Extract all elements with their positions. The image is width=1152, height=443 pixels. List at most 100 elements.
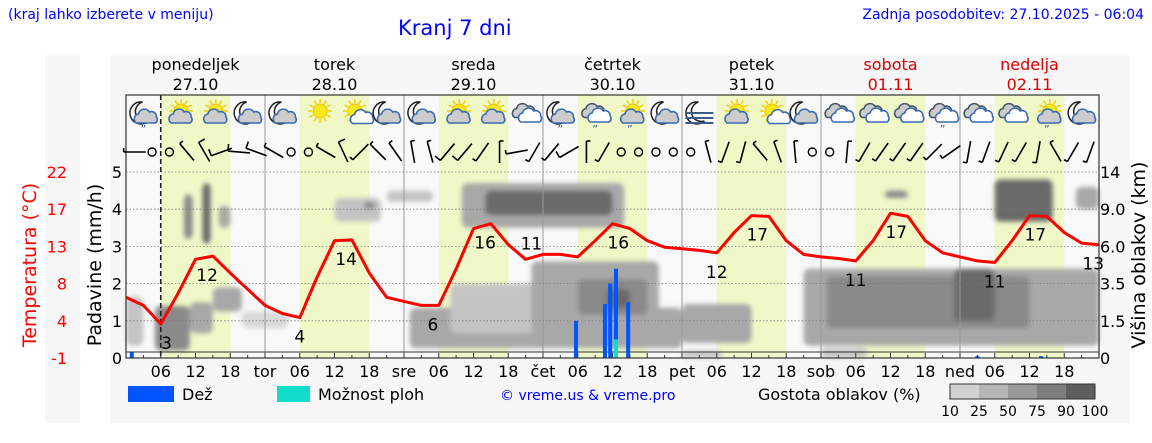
sun-ray [500,104,505,108]
cloud-density-area [126,296,144,346]
wind-barb [735,160,741,164]
temperature-label: 13 [1082,255,1104,275]
density-swatch [979,384,1008,399]
cloud-shape [349,108,375,125]
sun-ray [636,100,640,105]
day-name: sobota [863,55,917,74]
wind-barb-icon [498,140,504,163]
wind-barb [472,158,477,162]
rain-drops: ” [592,123,598,136]
moon-cloud-rain-icon: ” [129,101,159,136]
rain-tick: 0 [112,349,122,368]
cloud-density-legend-label: Gostota oblakov (%) [758,385,921,404]
day-date: 27.10 [173,75,219,94]
density-swatch [1008,384,1037,399]
copyright-link[interactable]: © vreme.us & vreme.pro [500,388,675,404]
wind-barb [315,142,319,147]
wind-barb-icon [845,140,853,164]
hour-tick-label: 06 [568,362,588,381]
sun-ray [730,100,734,105]
cloud-shape [1036,108,1062,124]
hour-tick-label: 18 [776,362,796,381]
sun-ray [174,100,178,105]
hour-tick-label: 12 [463,362,483,381]
wind-shaft [245,147,267,157]
wind-shaft [426,141,434,163]
calm-circle [303,147,314,157]
temperature-label: 17 [1024,226,1046,246]
location-hint[interactable]: (kraj lahko izberete v meniju) [8,7,214,23]
cloud-density-area [363,201,376,210]
day-name: sreda [451,55,495,74]
cloud-shape [654,108,680,124]
day-short-label: sre [392,362,416,381]
showers-bar [613,339,618,358]
day-date: 31.10 [729,75,775,94]
temperature-line [125,211,1100,326]
sun-ray [487,100,491,105]
sun-ray [743,104,748,108]
daylight-stripe [299,95,370,358]
rain-drops: ” [627,123,633,136]
rain-tick: 5 [112,163,122,182]
hour-tick-label: 18 [1054,362,1074,381]
wind-barb [263,142,267,147]
wind-barb [434,155,441,162]
wind-barb [705,139,710,143]
wind-barb [939,154,943,159]
sun-ray [726,104,731,108]
rain-drops: ” [940,123,946,136]
wind-barb-icon [315,142,336,159]
moon-cloud-icon [268,101,298,125]
wind-shaft [892,142,907,162]
sun-ray [184,100,188,105]
cloud-density-area [450,283,543,334]
density-swatch [1037,384,1066,399]
temperature-tick: 22 [47,163,67,182]
wind-barb-icon [978,141,991,164]
sun-ray [639,104,644,108]
cloud-shape [550,108,576,124]
density-swatch [1066,384,1095,399]
wind-barb-icon [388,140,403,162]
rain-bar [574,320,579,358]
rain-tick: 3 [112,237,122,256]
wind-barb [227,143,230,152]
day-name: ponedeljek [152,55,241,74]
sun-ray [219,100,223,105]
wind-shaft [998,141,1009,163]
wind-barb-icon [717,141,730,164]
moon-cloud-icon [650,101,680,125]
moon-fog-icon [685,101,714,125]
sun-ray [778,104,783,108]
sun-ray [626,100,630,105]
density-swatch [950,384,979,399]
sun-ray [313,117,317,122]
wind-barb-icon [409,139,416,163]
wind-barb [1011,158,1016,163]
wind-shaft [528,142,541,162]
density-level-label: 25 [970,404,988,420]
cloudy-icon [998,102,1029,123]
wind-barb-icon [541,143,560,162]
wind-barb [198,138,206,144]
wind-barb-icon [704,139,712,163]
wind-shaft [925,143,943,161]
temperature-label: 12 [196,266,218,286]
day-name: petek [729,55,775,74]
hour-tick-label: 06 [429,362,449,381]
wind-barb-icon [122,148,146,153]
hour-tick-label: 06 [985,362,1005,381]
wind-shaft [197,142,211,162]
wind-shaft [337,141,349,163]
temperature-tick: 17 [47,200,67,219]
rain-tick: 1 [112,312,122,331]
sun-cloud-icon [168,99,194,124]
sun-ray [1056,104,1061,108]
cloud-height-tick: 6.0 [1100,237,1125,256]
wind-shaft [439,143,456,161]
hour-tick-label: 18 [637,362,657,381]
wind-barb-icon [994,141,1009,163]
wind-shaft [793,140,797,164]
